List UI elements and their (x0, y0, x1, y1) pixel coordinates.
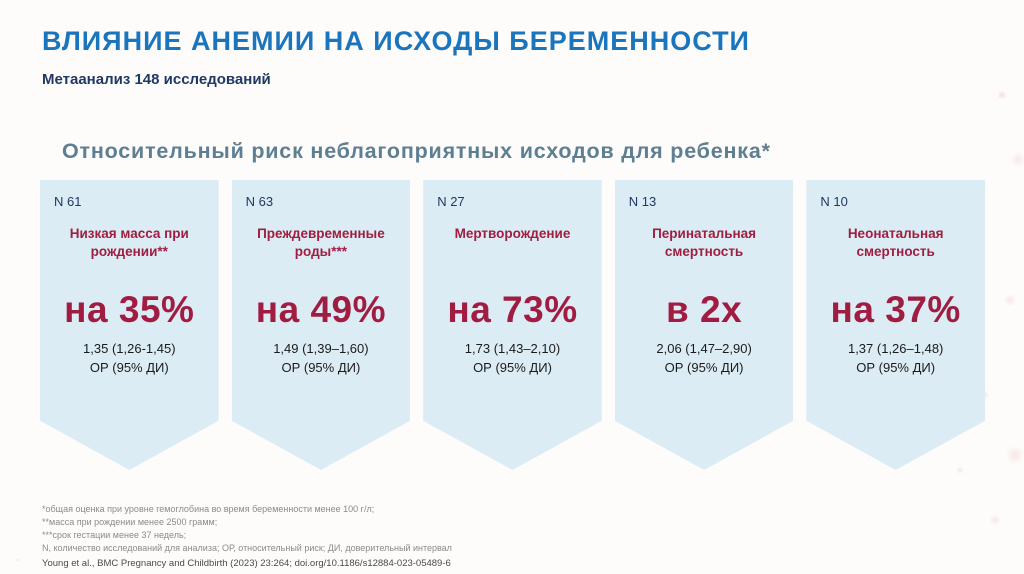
risk-increase: на 37% (830, 289, 961, 330)
risk-increase: на 49% (255, 289, 387, 330)
study-count: N 63 (245, 194, 274, 209)
section-heading: Относительный риск неблагоприятных исход… (62, 139, 771, 163)
risk-increase: на 35% (64, 289, 195, 330)
ci-label: ОР (95% ДИ) (856, 360, 936, 375)
outcome-card-stillbirth: N 27 Мертворождение на 73% 1,73 (1,43–2,… (423, 180, 602, 470)
outcome-card-preterm-birth: N 63 Преждевременные роды*** на 49% 1,49… (231, 180, 411, 470)
footnotes: *общая оценка при уровне гемоглобина во … (42, 503, 452, 571)
risk-ratio-value: 1,35 (1,26-1,45) (83, 341, 176, 356)
outcome-cards: N 61 Низкая масса при рождении** на 35% … (40, 180, 985, 470)
footnote-line: ***срок гестации менее 37 недель; (42, 530, 187, 541)
citation: Young et al., BMC Pregnancy and Childbir… (42, 558, 451, 570)
outcome-card-low-birth-weight: N 61 Низкая масса при рождении** на 35% … (40, 180, 219, 470)
footnote-line: N, количество исследований для анализа; … (42, 543, 452, 554)
study-count: N 13 (628, 194, 657, 209)
ci-label: ОР (95% ДИ) (89, 360, 169, 375)
study-count: N 10 (820, 194, 848, 209)
outcome-title: Преждевременные роды*** (257, 226, 385, 259)
footnote-line: **масса при рождении менее 2500 грамм; (42, 517, 218, 528)
slide-title: ВЛИЯНИЕ АНЕМИИ НА ИСХОДЫ БЕРЕМЕННОСТИ (42, 26, 750, 56)
risk-ratio-value: 2,06 (1,47–2,90) (656, 341, 752, 356)
outcome-title: Неонатальная смертность (847, 226, 944, 259)
outcome-card-perinatal-mortality: N 13 Перинатальная смертность в 2х 2,06 … (614, 180, 794, 470)
risk-ratio-value: 1,73 (1,43–2,10) (464, 341, 561, 356)
risk-ratio-value: 1,49 (1,39–1,60) (273, 341, 369, 356)
study-count: N 61 (54, 194, 82, 209)
slide-subtitle: Метаанализ 148 исследований (42, 71, 271, 88)
outcome-title: Мертворождение (454, 226, 571, 241)
study-count: N 27 (437, 194, 465, 209)
ci-label: ОР (95% ДИ) (664, 360, 744, 375)
risk-ratio-value: 1,37 (1,26–1,48) (847, 341, 944, 356)
outcome-card-neonatal-mortality: N 10 Неонатальная смертность на 37% 1,37… (806, 180, 985, 470)
footnote-line: *общая оценка при уровне гемоглобина во … (42, 504, 375, 514)
risk-increase: на 73% (447, 289, 578, 330)
outcome-title: Низкая масса при рождении** (69, 226, 189, 259)
ci-label: ОР (95% ДИ) (281, 360, 361, 375)
risk-increase: в 2х (665, 289, 743, 330)
ci-label: ОР (95% ДИ) (473, 360, 552, 375)
outcome-title: Перинатальная смертность (652, 226, 757, 259)
